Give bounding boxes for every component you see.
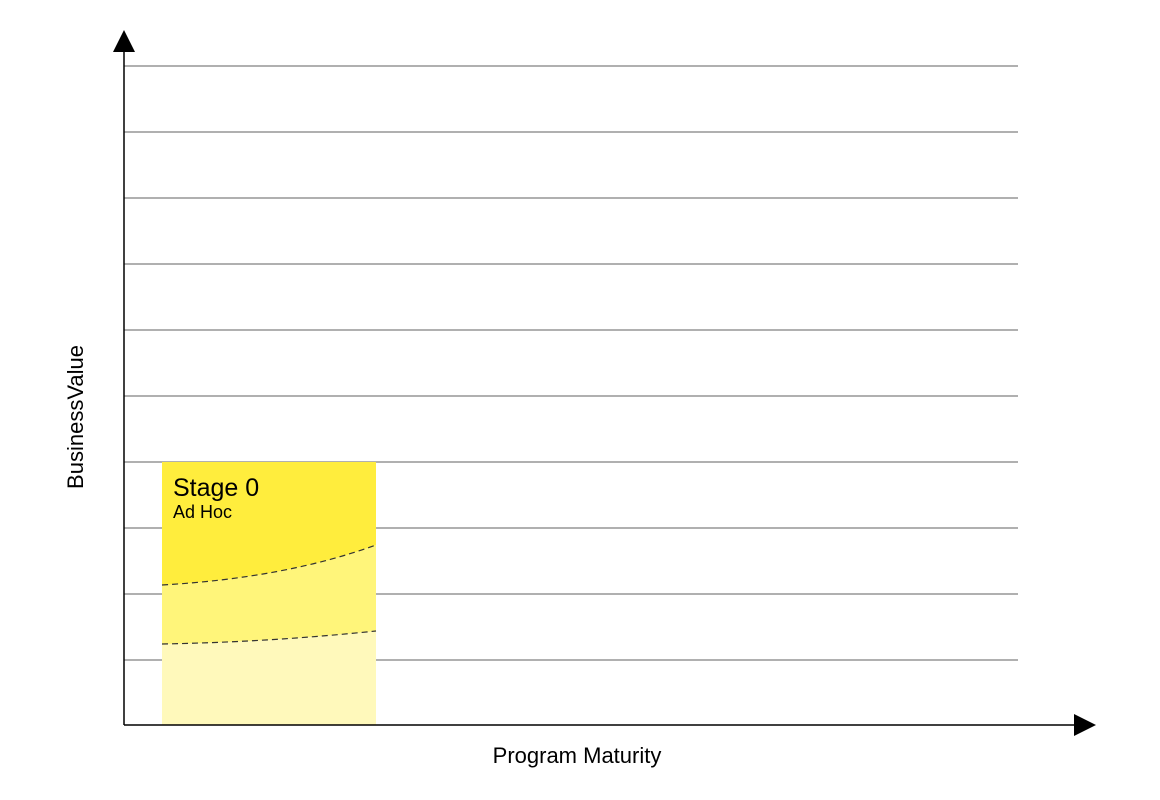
stage-0-block: Stage 0 Ad Hoc — [161, 462, 377, 725]
stage-title: Stage 0 — [173, 474, 259, 502]
x-axis-arrow-icon — [1074, 714, 1096, 736]
x-axis-label: Program Maturity — [493, 743, 662, 768]
band-divider-upper — [161, 544, 377, 586]
stage-band-middle-fill — [162, 545, 376, 644]
stage-band-top — [162, 462, 376, 585]
y-axis-label: BusinessValue — [63, 345, 88, 489]
stage-subtitle: Ad Hoc — [173, 502, 232, 522]
axes — [113, 30, 1096, 736]
y-axis-arrow-icon — [113, 30, 135, 52]
stage-band-middle — [162, 631, 376, 725]
